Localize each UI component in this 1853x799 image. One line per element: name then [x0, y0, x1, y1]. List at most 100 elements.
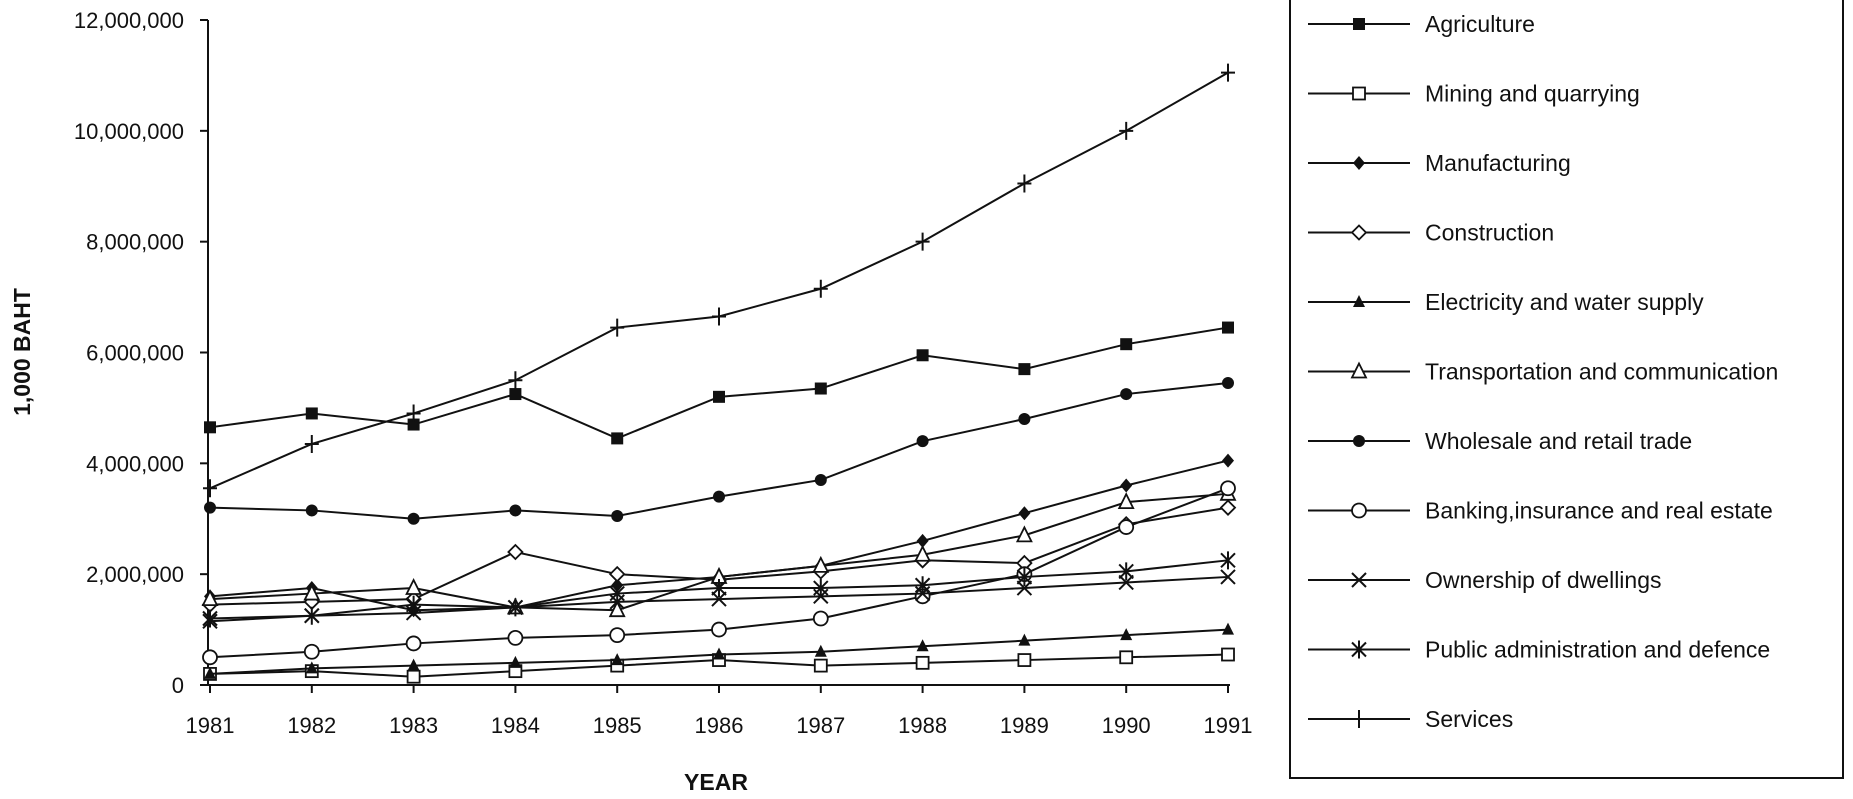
legend-item: Agriculture: [1308, 11, 1535, 37]
data-point: [1119, 650, 1134, 665]
data-point: [812, 610, 829, 627]
series-10: [203, 63, 1235, 498]
data-point: [508, 371, 523, 390]
data-point: [1117, 492, 1135, 510]
data-point: [611, 509, 624, 522]
y-tick-label: 0: [172, 673, 184, 698]
data-point: [204, 501, 216, 514]
series-0: [204, 321, 1234, 445]
data-point: [305, 661, 318, 674]
legend-item: Mining and quarrying: [1308, 81, 1640, 107]
x-tick-label: 1981: [186, 713, 235, 738]
data-point: [1220, 480, 1236, 497]
legend-item: Manufacturing: [1308, 150, 1571, 176]
data-point: [1120, 338, 1133, 351]
data-point: [507, 629, 524, 646]
legend-box: [1289, 0, 1844, 779]
data-point: [201, 589, 219, 607]
legend-marker: [1353, 18, 1365, 30]
data-point: [916, 349, 929, 362]
legend-label: Ownership of dwellings: [1425, 567, 1662, 593]
data-point: [610, 318, 625, 337]
x-tick-label: 1984: [491, 713, 540, 738]
data-point: [711, 621, 727, 638]
y-tick-label: 2,000,000: [86, 562, 184, 587]
data-point: [711, 579, 727, 598]
data-point: [303, 583, 321, 601]
data-point: [813, 658, 828, 673]
data-point: [407, 658, 420, 671]
legend-marker: [1353, 435, 1365, 447]
x-tick-label: 1988: [898, 713, 947, 738]
legend-item: Banking,insurance and real estate: [1308, 498, 1773, 524]
y-axis-ticks: 0 2,000,000 4,000,000 6,000,000 8,000,000 10,…: [74, 8, 208, 698]
legend-item: Ownership of dwellings: [1308, 567, 1662, 593]
legend-label: Banking,insurance and real estate: [1425, 498, 1773, 524]
legend-marker: [1353, 156, 1365, 170]
data-point: [405, 578, 423, 595]
data-point: [1016, 567, 1033, 586]
data-point: [814, 644, 827, 657]
legend-item: Construction: [1308, 220, 1554, 246]
data-point: [1221, 647, 1235, 662]
data-point: [1018, 413, 1031, 425]
data-point: [1118, 519, 1135, 535]
legend-label: Construction: [1425, 220, 1554, 246]
data-point: [305, 504, 318, 517]
legend-label: Public administration and defence: [1425, 637, 1770, 663]
data-point: [202, 649, 218, 666]
data-point: [812, 555, 830, 573]
legend-label: Mining and quarrying: [1425, 81, 1640, 107]
series-7: [202, 480, 1236, 666]
legend: Agriculture Mining and quarrying Manufactu…: [1289, 0, 1844, 779]
data-point: [916, 639, 929, 652]
data-point: [711, 591, 727, 607]
data-point: [509, 388, 522, 401]
legend-marker: [1351, 572, 1367, 588]
y-tick-label: 10,000,000: [74, 119, 184, 144]
legend-item: Services: [1308, 706, 1513, 732]
data-point: [1015, 525, 1033, 543]
series-9: [202, 551, 1236, 628]
x-tick-label: 1982: [287, 713, 336, 738]
legend-marker: [1350, 224, 1368, 241]
x-tick-label: 1983: [389, 713, 438, 738]
series-6: [204, 376, 1234, 525]
series-line: [209, 326, 1229, 440]
data-point: [1017, 174, 1032, 193]
x-axis-ticks: 1981 1982 1983 1984 1985 1986 1987 1988 1989 1990…: [186, 685, 1252, 738]
data-point: [1120, 388, 1133, 401]
data-point: [813, 579, 829, 598]
data-point: [1120, 478, 1133, 493]
data-point: [1119, 121, 1134, 140]
x-tick-label: 1990: [1102, 713, 1151, 738]
data-point: [1118, 562, 1134, 581]
data-point: [405, 595, 422, 614]
data-point: [1017, 653, 1032, 667]
legend-label: Services: [1425, 706, 1513, 732]
y-tick-label: 12,000,000: [74, 8, 184, 33]
legend-items: Agriculture Mining and quarrying Manufactu…: [1308, 11, 1778, 732]
x-tick-label: 1985: [593, 713, 642, 738]
data-point: [406, 669, 421, 684]
data-point: [1120, 628, 1133, 641]
legend-label: Manufacturing: [1425, 150, 1571, 176]
data-point: [407, 512, 420, 525]
legend-marker: [1351, 502, 1367, 519]
legend-marker: [1351, 640, 1367, 659]
data-point: [609, 627, 626, 644]
legend-item: Public administration and defence: [1308, 637, 1770, 663]
legend-marker: [1352, 86, 1366, 101]
data-point: [608, 565, 626, 583]
x-tick-label: 1989: [1000, 713, 1049, 738]
plot-area: 0 2,000,000 4,000,000 6,000,000 8,000,000 10,…: [74, 8, 1253, 738]
data-point: [1222, 321, 1234, 334]
series-4: [204, 622, 1234, 679]
x-axis-title: YEAR: [684, 769, 748, 795]
data-point: [611, 653, 624, 666]
data-point: [609, 584, 625, 603]
y-tick-label: 8,000,000: [86, 230, 184, 255]
legend-label: Wholesale and retail trade: [1425, 428, 1692, 454]
data-point: [611, 432, 624, 445]
data-point: [915, 655, 930, 670]
